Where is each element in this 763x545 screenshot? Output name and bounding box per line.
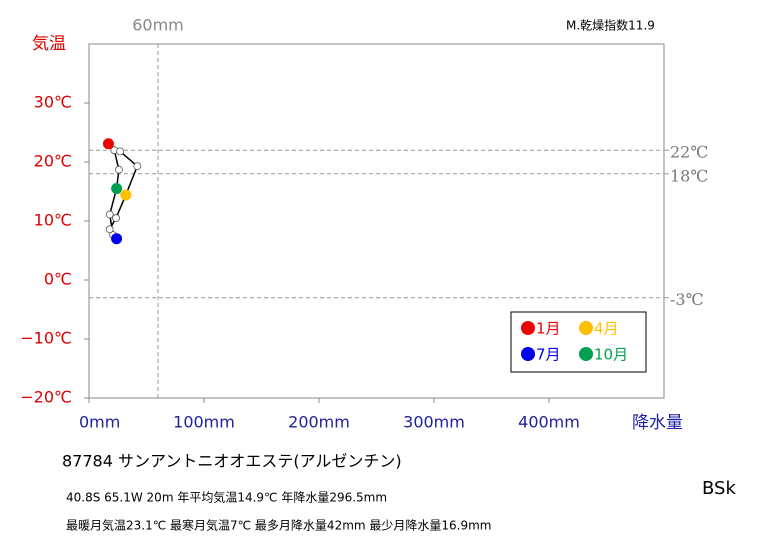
legend-marker [579,347,593,361]
month-point [105,210,114,219]
info-line: 最暖月気温23.1℃ 最寒月気温7℃ 最多月降水量42mm 最少月降水量16.9… [66,518,492,533]
month-point [111,183,123,195]
month-point [120,189,132,201]
info-line: 40.8S 65.1W 20m 年平均気温14.9℃ 年降水量296.5mm [66,490,387,505]
y-tick-label: 10℃ [34,211,72,230]
index-label: M.乾燥指数11.9 [566,18,655,33]
y-tick-label: 30℃ [34,93,72,112]
reference-label: 18℃ [670,166,708,185]
legend-label: 4月 [594,320,619,338]
x-tick-label: 0mm [79,413,120,432]
y-axis-label: 気温 [32,34,66,54]
month-point [112,214,120,222]
y-tick-label: −10℃ [20,329,72,348]
x-tick-label: 400mm [518,413,580,432]
month-point [133,162,142,171]
y-tick-label: −20℃ [20,388,72,407]
y-tick-label: 20℃ [34,152,72,171]
station-title: 87784 サンアントニオオエステ(アルゼンチン) [62,452,402,471]
legend-label: 10月 [594,346,628,364]
month-point [115,165,123,174]
legend-box [510,311,647,373]
month-point [102,138,114,150]
reference-label: 22℃ [670,143,708,162]
legend-label: 7月 [536,346,561,364]
legend-label: 1月 [536,320,561,338]
x-tick-label: 100mm [173,413,235,432]
y-tick-label: 0℃ [44,270,72,289]
legend-marker [521,347,535,361]
x-tick-label: 200mm [288,413,350,432]
month-point [116,147,124,156]
month-point [111,233,123,245]
legend-marker [521,321,535,335]
x-tick-label: 300mm [403,413,465,432]
climate-class: BSk [702,478,736,499]
x-axis-label: 降水量 [632,413,683,433]
month-point [105,225,114,234]
reference-label: -3℃ [670,290,703,309]
reference-label: 60mm [132,16,184,35]
legend-marker [579,321,593,335]
